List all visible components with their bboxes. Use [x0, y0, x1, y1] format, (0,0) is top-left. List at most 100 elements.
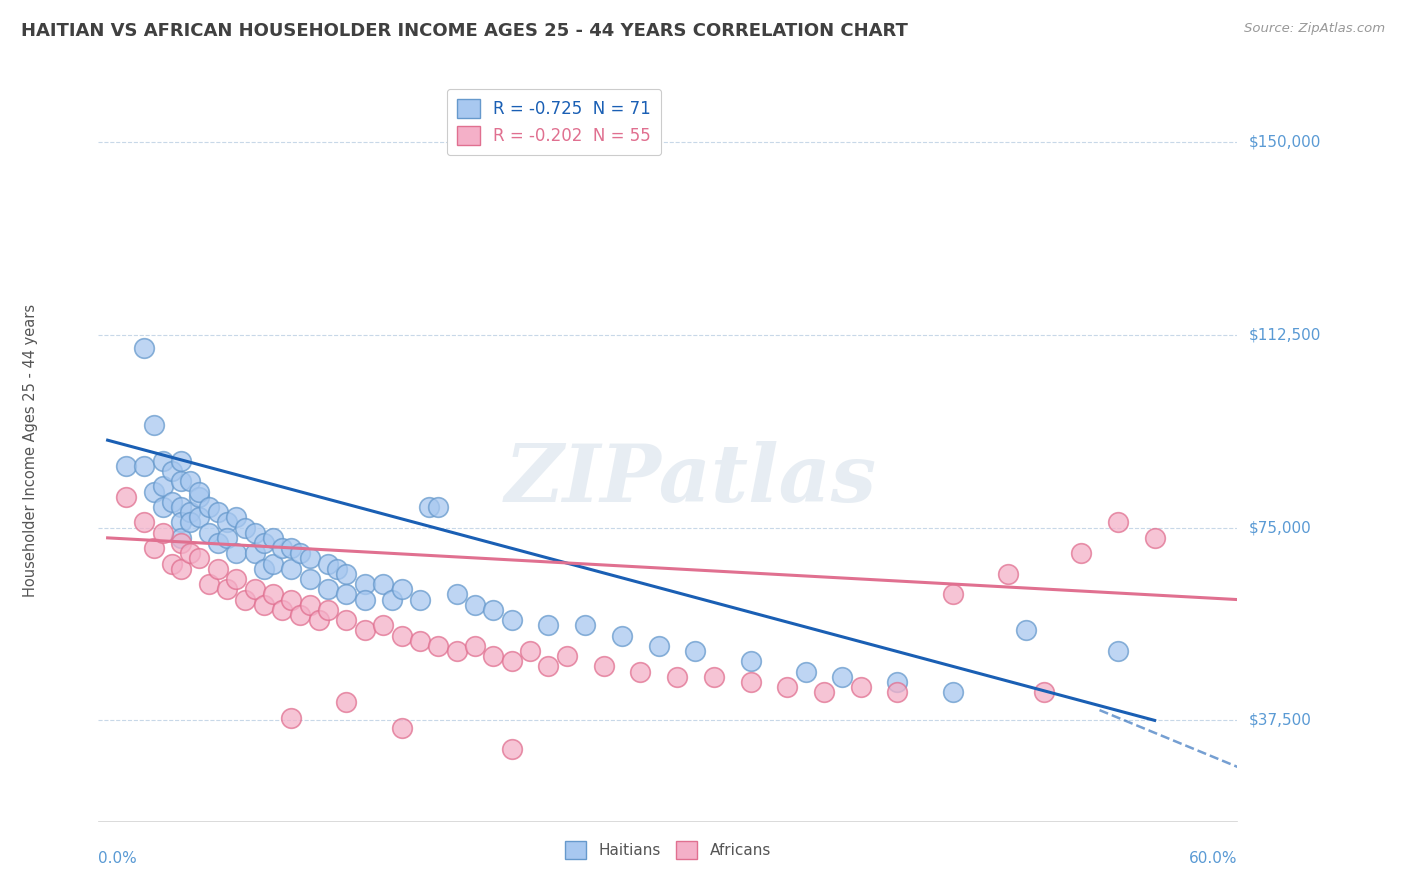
- Point: [831, 670, 853, 684]
- Point: [353, 624, 375, 638]
- Point: [409, 633, 432, 648]
- Point: [253, 536, 276, 550]
- Point: [280, 562, 302, 576]
- Point: [740, 654, 762, 668]
- Point: [253, 562, 276, 576]
- Point: [280, 592, 302, 607]
- Point: [316, 582, 339, 597]
- Point: [215, 531, 238, 545]
- Point: [225, 546, 247, 560]
- Point: [446, 587, 468, 601]
- Point: [381, 592, 404, 607]
- Point: [849, 680, 872, 694]
- Point: [235, 592, 257, 607]
- Point: [335, 566, 357, 581]
- Point: [262, 587, 284, 601]
- Point: [555, 649, 578, 664]
- Point: [197, 525, 219, 540]
- Point: [371, 618, 394, 632]
- Point: [243, 525, 266, 540]
- Point: [942, 685, 965, 699]
- Point: [776, 680, 799, 694]
- Point: [115, 458, 138, 473]
- Point: [170, 454, 193, 468]
- Point: [335, 613, 357, 627]
- Point: [280, 711, 302, 725]
- Point: [482, 649, 505, 664]
- Text: 60.0%: 60.0%: [1189, 851, 1237, 866]
- Point: [115, 490, 138, 504]
- Text: Source: ZipAtlas.com: Source: ZipAtlas.com: [1244, 22, 1385, 36]
- Point: [298, 551, 321, 566]
- Point: [290, 607, 312, 622]
- Point: [188, 484, 211, 499]
- Legend: Haitians, Africans: Haitians, Africans: [558, 835, 778, 865]
- Point: [170, 475, 193, 489]
- Point: [574, 618, 596, 632]
- Point: [134, 516, 156, 530]
- Point: [262, 531, 284, 545]
- Point: [188, 490, 211, 504]
- Point: [142, 417, 165, 432]
- Point: [298, 572, 321, 586]
- Point: [271, 603, 294, 617]
- Point: [371, 577, 394, 591]
- Point: [207, 562, 229, 576]
- Point: [215, 582, 238, 597]
- Point: [152, 525, 174, 540]
- Point: [501, 654, 523, 668]
- Point: [160, 495, 183, 509]
- Point: [179, 475, 201, 489]
- Point: [418, 500, 440, 514]
- Point: [886, 674, 908, 689]
- Point: [298, 598, 321, 612]
- Point: [446, 644, 468, 658]
- Point: [280, 541, 302, 556]
- Point: [253, 598, 276, 612]
- Point: [501, 613, 523, 627]
- Point: [326, 562, 349, 576]
- Point: [197, 500, 219, 514]
- Point: [188, 551, 211, 566]
- Point: [592, 659, 614, 673]
- Point: [1070, 546, 1092, 560]
- Point: [225, 572, 247, 586]
- Point: [262, 557, 284, 571]
- Point: [316, 603, 339, 617]
- Point: [160, 464, 183, 478]
- Point: [179, 546, 201, 560]
- Point: [703, 670, 725, 684]
- Point: [886, 685, 908, 699]
- Point: [647, 639, 669, 653]
- Point: [409, 592, 432, 607]
- Point: [537, 659, 560, 673]
- Point: [391, 582, 413, 597]
- Point: [207, 536, 229, 550]
- Point: [464, 639, 486, 653]
- Point: [519, 644, 541, 658]
- Point: [391, 721, 413, 735]
- Point: [1107, 516, 1129, 530]
- Text: Householder Income Ages 25 - 44 years: Householder Income Ages 25 - 44 years: [22, 304, 38, 597]
- Point: [142, 541, 165, 556]
- Point: [427, 500, 450, 514]
- Point: [610, 629, 633, 643]
- Point: [170, 500, 193, 514]
- Point: [501, 741, 523, 756]
- Point: [353, 592, 375, 607]
- Point: [628, 665, 651, 679]
- Point: [740, 674, 762, 689]
- Point: [308, 613, 330, 627]
- Point: [160, 557, 183, 571]
- Point: [335, 695, 357, 709]
- Point: [188, 510, 211, 524]
- Point: [271, 541, 294, 556]
- Point: [794, 665, 817, 679]
- Point: [207, 505, 229, 519]
- Point: [152, 500, 174, 514]
- Point: [353, 577, 375, 591]
- Point: [290, 546, 312, 560]
- Text: $37,500: $37,500: [1249, 713, 1312, 728]
- Point: [482, 603, 505, 617]
- Point: [134, 458, 156, 473]
